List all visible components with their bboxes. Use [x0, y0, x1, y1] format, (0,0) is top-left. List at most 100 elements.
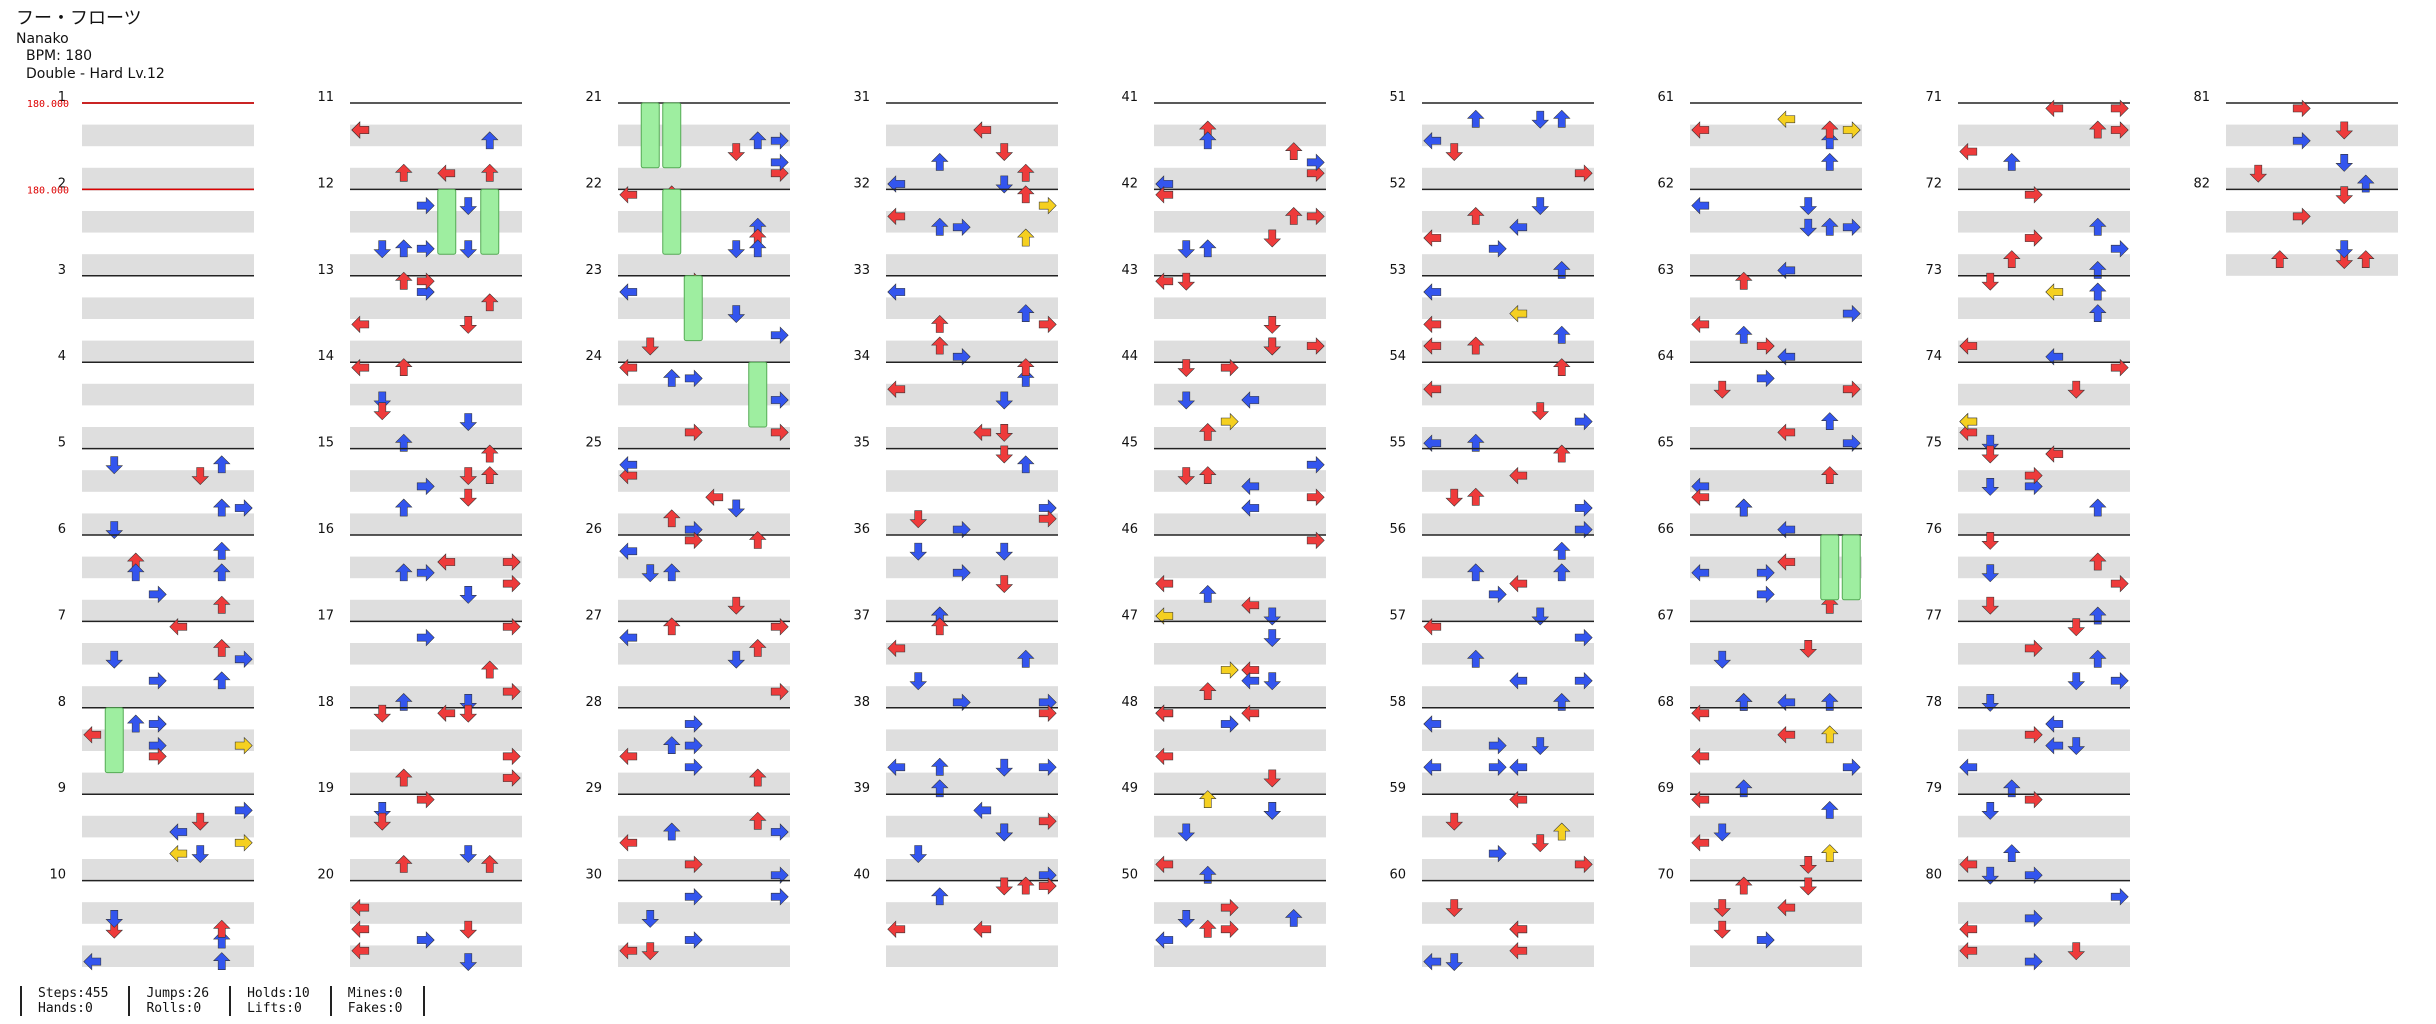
arrow-note	[1574, 412, 1593, 431]
beat-band	[886, 599, 1058, 622]
beat-band	[1958, 772, 2130, 795]
hands-count: Hands:0	[38, 1001, 93, 1016]
measure: 70	[1657, 868, 1862, 967]
arrow-note	[1981, 532, 2000, 550]
arrow-note	[909, 845, 928, 863]
arrow-note	[1155, 931, 1174, 949]
arrow-note	[394, 563, 413, 582]
measure-number: 65	[1657, 436, 1674, 451]
measure-number: 4	[58, 349, 66, 364]
beat-band	[82, 902, 254, 924]
beat-band	[1422, 340, 1594, 363]
beat-band	[82, 815, 254, 838]
measure: 45	[1121, 436, 1326, 535]
arrow-note	[459, 586, 478, 604]
measure-number: 59	[1389, 781, 1406, 796]
arrow-note	[2045, 715, 2064, 733]
beat-band	[82, 167, 254, 190]
arrow-note	[1820, 844, 1839, 862]
beat-band	[1958, 513, 2130, 535]
arrow-note	[2024, 952, 2043, 971]
arrow-note	[212, 930, 231, 949]
beat-band	[1154, 556, 1326, 579]
arrow-note	[373, 240, 392, 259]
beat-band	[1422, 686, 1594, 708]
arrow-note	[1820, 693, 1839, 711]
arrow-note	[727, 305, 746, 323]
measure: 27	[585, 608, 790, 708]
measure-number: 25	[585, 436, 602, 451]
arrow-note	[1959, 412, 1978, 431]
arrow-note	[1981, 802, 2000, 820]
measure-number: 46	[1121, 522, 1138, 537]
arrow-note	[1488, 585, 1507, 604]
arrow-note	[2088, 217, 2107, 236]
measure: 78	[1925, 695, 2130, 798]
measure: 11	[317, 90, 522, 190]
arrow-note	[1198, 585, 1217, 603]
measure: 25	[585, 436, 790, 539]
beat-band	[886, 945, 1058, 967]
arrow-note	[952, 693, 971, 712]
measure: 19	[317, 781, 522, 881]
arrow-note	[1038, 758, 1057, 776]
arrow-note	[416, 240, 435, 258]
measure-number: 27	[585, 608, 602, 623]
beat-band	[1690, 945, 1862, 967]
arrow-note	[416, 196, 435, 215]
arrow-note	[1842, 218, 1861, 236]
arrow-note	[148, 585, 167, 604]
arrow-note	[416, 790, 435, 809]
hold-note	[1841, 534, 1861, 601]
arrow-note	[770, 132, 789, 150]
arrow-note	[351, 920, 370, 938]
chart-stats: Steps:455 Hands:0 Jumps:26 Rolls:0 Holds:1…	[20, 986, 425, 1016]
rolls-count: Rolls:0	[146, 1001, 202, 1016]
arrow-note	[770, 423, 789, 442]
arrow-note	[2002, 779, 2021, 798]
bpm-marker: 180.000	[27, 185, 69, 196]
arrow-note	[909, 672, 928, 691]
beat-band	[618, 513, 790, 535]
arrow-note	[1756, 585, 1775, 604]
arrow-note	[212, 595, 231, 614]
beat-band	[1422, 513, 1594, 535]
arrow-note	[1177, 467, 1196, 485]
beat-band	[886, 297, 1058, 319]
measure-number: 35	[853, 436, 870, 451]
measure: 7	[58, 608, 254, 708]
arrow-note	[1552, 358, 1571, 376]
arrow-note	[234, 499, 253, 517]
measure-number: 60	[1389, 868, 1406, 883]
measure-number: 26	[585, 522, 602, 537]
arrow-note	[1552, 563, 1571, 582]
arrow-note	[1177, 391, 1196, 410]
beat-band	[1422, 643, 1594, 665]
arrow-note	[2067, 737, 2086, 755]
measure-number: 44	[1121, 349, 1138, 364]
measure-number: 47	[1121, 608, 1138, 623]
arrow-note	[1959, 920, 1978, 938]
beat-band	[1690, 902, 1862, 924]
arrow-note	[1038, 877, 1057, 895]
arrow-note	[394, 855, 413, 873]
measure: 3	[58, 263, 254, 363]
arrow-note	[459, 845, 478, 863]
arrow-note	[1691, 747, 1710, 766]
stat-column: Mines:0 Fakes:0	[329, 986, 425, 1016]
beat-band	[350, 729, 522, 751]
beat-band	[1154, 211, 1326, 233]
arrow-note	[1466, 109, 1485, 128]
measure: 51	[1389, 90, 1594, 190]
arrow-note	[727, 650, 746, 669]
measure: 76	[1925, 522, 2130, 625]
arrow-note	[887, 283, 906, 301]
arrow-note	[887, 639, 906, 658]
measure: 36	[853, 522, 1058, 625]
arrow-note	[1488, 240, 1507, 258]
arrow-note	[1777, 553, 1796, 571]
beat-band	[1690, 599, 1862, 622]
beat-band	[2226, 167, 2398, 190]
measure: 81	[2193, 90, 2398, 193]
measure-number: 71	[1925, 90, 1942, 105]
